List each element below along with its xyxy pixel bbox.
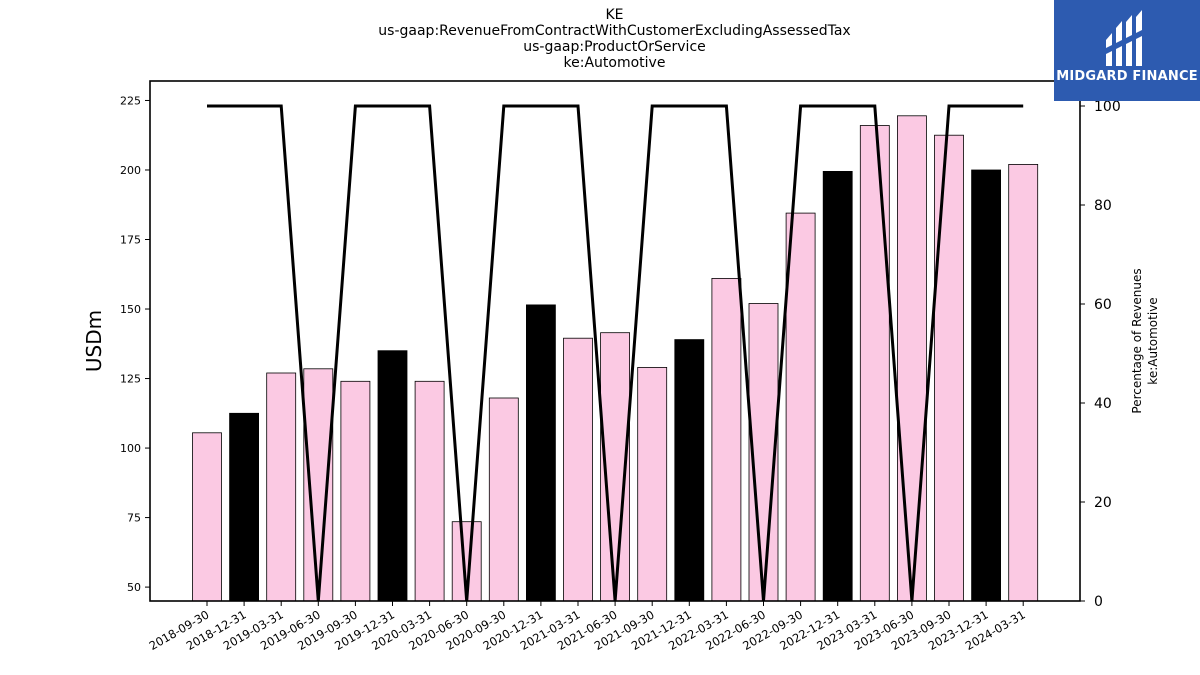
y-tick-label: 175: [120, 234, 141, 247]
y2-axis-label-line2: ke:Automotive: [1146, 297, 1160, 384]
logo-mark-icon: [1106, 10, 1142, 66]
bar: [1008, 163, 1039, 602]
y-tick-label: 75: [127, 512, 141, 525]
y-tick-label: 150: [120, 303, 141, 316]
y2-tick-label: 60: [1094, 297, 1112, 313]
bar: [229, 412, 260, 602]
bar: [859, 125, 890, 602]
bar: [637, 366, 668, 602]
y2-tick-label: 20: [1094, 495, 1112, 511]
bar: [897, 115, 927, 602]
bar: [563, 337, 593, 602]
y-tick-label: 125: [120, 373, 141, 386]
title-line-member: ke:Automotive: [563, 55, 666, 71]
y-tick-label: 200: [120, 164, 141, 177]
y2-tick-label: 0: [1094, 594, 1103, 610]
title-line-ticker: KE: [605, 7, 624, 23]
y2-tick-label: 100: [1094, 99, 1121, 115]
y-axis-label: USDm: [82, 310, 106, 372]
bar: [822, 170, 853, 602]
bar: [377, 350, 408, 602]
bar: [266, 372, 297, 602]
bar: [934, 134, 964, 602]
bar: [192, 432, 222, 602]
y2-tick-label: 80: [1094, 198, 1112, 214]
bar: [526, 304, 556, 602]
y-tick-label: 50: [127, 581, 141, 594]
bar: [971, 169, 1001, 602]
bar: [711, 277, 742, 602]
title-line-concept: us-gaap:RevenueFromContractWithCustomerE…: [378, 23, 851, 39]
bar: [488, 397, 519, 602]
brand-logo: MIDGARD FINANCE: [1054, 0, 1200, 101]
y2-axis-label-line1: Percentage of Revenues: [1130, 268, 1144, 413]
bar: [414, 380, 445, 602]
title-line-axis: us-gaap:ProductOrService: [523, 39, 706, 55]
logo-text: MIDGARD FINANCE: [1056, 69, 1198, 84]
bar: [785, 212, 816, 602]
y-tick-label: 225: [120, 94, 141, 107]
y2-tick-label: 40: [1094, 396, 1112, 412]
bar: [340, 380, 371, 602]
y-tick-label: 100: [120, 442, 141, 455]
bar: [674, 339, 705, 602]
